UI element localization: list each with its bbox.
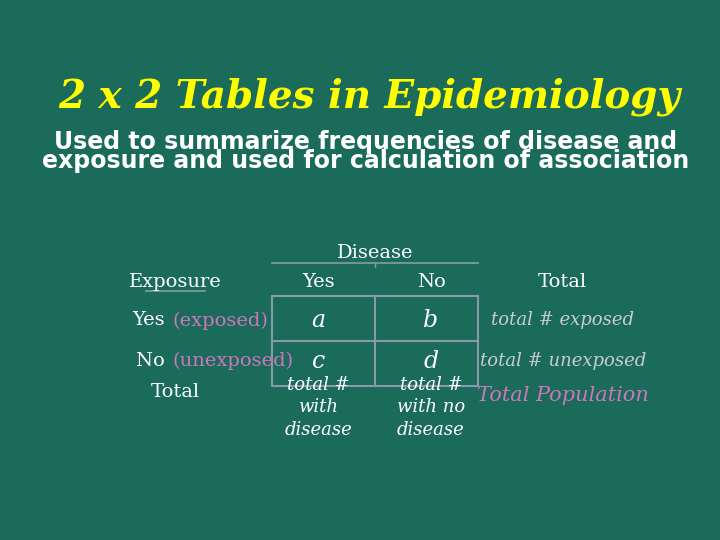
Text: total #
with
disease: total # with disease [284,376,353,438]
Text: total # unexposed: total # unexposed [480,352,646,370]
Text: (exposed): (exposed) [173,312,269,329]
Text: Yes: Yes [132,312,171,329]
Text: 2 x 2 Tables in Epidemiology: 2 x 2 Tables in Epidemiology [58,78,680,117]
Text: total # exposed: total # exposed [491,312,634,329]
Text: Total: Total [150,383,200,401]
Text: d: d [423,350,438,373]
Text: total #
with no
disease: total # with no disease [397,376,465,438]
Bar [272,296,477,386]
Text: Total Population: Total Population [477,387,649,406]
Text: Exposure: Exposure [129,273,222,291]
Text: b: b [423,309,438,332]
Text: No: No [417,273,446,291]
Text: No: No [136,352,171,370]
Text: Yes: Yes [302,273,335,291]
Text: Total: Total [538,273,588,291]
Text: Disease: Disease [336,245,413,262]
Text: exposure and used for calculation of association: exposure and used for calculation of ass… [42,149,689,173]
Text: Used to summarize frequencies of disease and: Used to summarize frequencies of disease… [53,130,677,154]
Text: c: c [312,350,325,373]
Text: a: a [312,309,325,332]
Text: (unexposed): (unexposed) [173,352,294,370]
